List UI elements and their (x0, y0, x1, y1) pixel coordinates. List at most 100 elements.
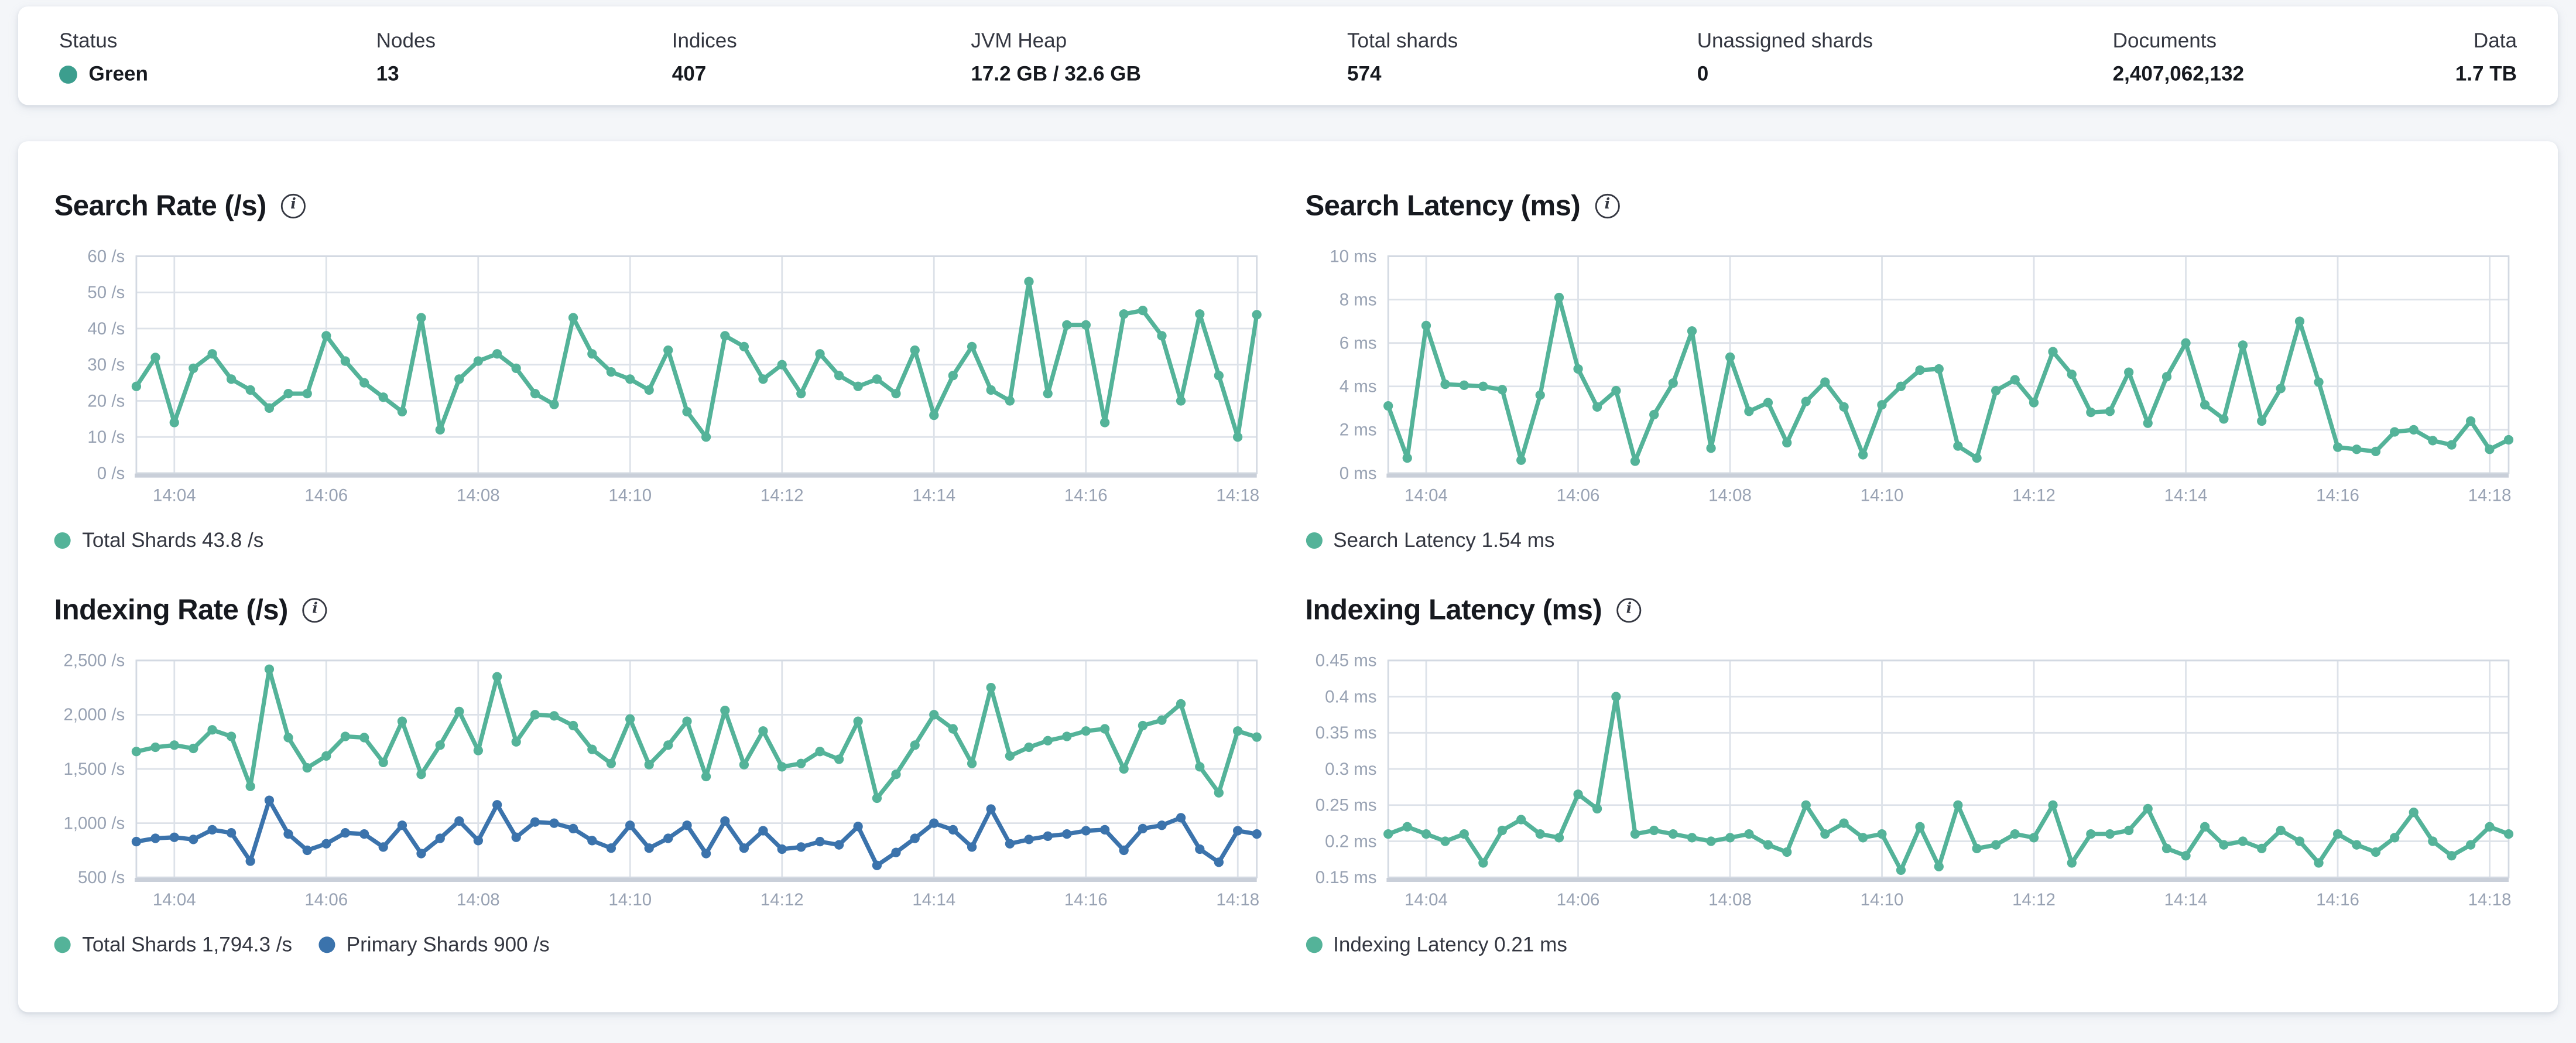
search-rate-plot[interactable]: 0 /s 10 /s 20 /s 30 /s 40 /s 50 /s 60 /s 14:04 1… (54, 244, 1270, 517)
x-tick-label: 14:12 (761, 891, 804, 910)
data-point (796, 843, 806, 853)
y-tick-label: 1,500 /s (63, 760, 125, 779)
data-point (701, 849, 711, 859)
x-tick-label: 14:16 (2315, 487, 2359, 506)
data-point (1800, 397, 1810, 407)
data-point (1458, 830, 1468, 840)
metric-value: 13 (376, 62, 399, 86)
metric-value: 1.7 TB (2455, 62, 2517, 86)
data-point (2370, 447, 2380, 457)
y-tick-label: 0.3 ms (1324, 760, 1376, 779)
data-point (1705, 837, 1715, 847)
data-point (891, 389, 901, 399)
data-point (929, 819, 939, 829)
data-point (739, 760, 749, 770)
data-point (1648, 826, 1658, 836)
data-point (492, 350, 502, 360)
x-tick-label: 14:04 (153, 487, 196, 506)
data-point (435, 834, 445, 844)
data-point (1743, 830, 1753, 840)
data-point (2123, 826, 2133, 836)
y-tick-label: 6 ms (1338, 334, 1376, 354)
data-point (245, 385, 255, 396)
x-tick-label: 14:10 (608, 487, 652, 506)
data-point (1762, 840, 1772, 850)
data-point (1705, 444, 1715, 454)
data-point (606, 759, 616, 769)
data-point (1838, 402, 1848, 413)
cluster-summary-bar: Status Green Nodes 13 Indices 407 JVM He… (18, 6, 2558, 106)
x-tick-label: 14:06 (1556, 487, 1599, 506)
cluster-overview-page: Status Green Nodes 13 Indices 407 JVM He… (0, 6, 2576, 1043)
x-tick-label: 14:14 (912, 891, 955, 910)
data-point (2275, 384, 2285, 394)
data-point (1838, 819, 1848, 829)
data-point (2066, 859, 2076, 868)
data-point (1420, 321, 1430, 331)
data-point (1119, 846, 1129, 856)
x-tick-label: 14:12 (2012, 487, 2055, 506)
metric-label: Status (59, 29, 118, 53)
data-point (131, 382, 142, 392)
x-tick-label: 14:06 (304, 891, 348, 910)
data-point (1232, 826, 1243, 836)
indexing-rate-plot[interactable]: 500 /s 1,000 /s 1,500 /s 2,000 /s 2,500 /s 14… (54, 648, 1270, 921)
data-point (1176, 813, 1186, 823)
data-point (1952, 801, 1962, 811)
chart-section-indexing-latency: Indexing Latency (ms) i 0.15 ms 0.2 ms 0.2… (1305, 579, 2522, 957)
y-tick-label: 0.45 ms (1314, 652, 1376, 671)
data-point (340, 732, 350, 742)
data-point (1402, 454, 1412, 464)
data-point (492, 672, 502, 682)
data-point (2427, 837, 2437, 847)
info-icon[interactable]: i (1595, 193, 1620, 218)
data-point (189, 835, 198, 845)
y-tick-label: 2 ms (1338, 421, 1376, 440)
data-point (150, 743, 160, 753)
data-point (1420, 830, 1430, 840)
data-point (340, 829, 350, 839)
data-point (340, 357, 350, 367)
data-point (416, 770, 426, 780)
data-point (435, 741, 445, 751)
data-point (169, 833, 179, 843)
info-icon[interactable]: i (1616, 597, 1642, 623)
data-point (1024, 277, 1034, 287)
data-point (853, 382, 863, 392)
indexing-latency-plot[interactable]: 0.15 ms 0.2 ms 0.25 ms 0.3 ms 0.35 ms 0.4 ms 0… (1305, 648, 2521, 921)
data-point (2066, 370, 2076, 380)
data-point (1971, 844, 1981, 854)
x-tick-label: 14:04 (1404, 891, 1447, 910)
legend: Total Shards 43.8 /s (54, 529, 1271, 553)
data-point (302, 389, 312, 399)
data-point (1232, 433, 1243, 443)
data-point (1534, 391, 1544, 401)
data-point (1195, 844, 1205, 855)
data-point (1515, 815, 1525, 825)
data-point (2085, 408, 2095, 418)
metric-label: Total shards (1347, 29, 1458, 53)
data-point (530, 818, 540, 827)
data-point (777, 762, 787, 772)
y-tick-label: 8 ms (1338, 290, 1376, 310)
data-point (1876, 401, 1886, 411)
data-point (929, 710, 939, 720)
data-point (1382, 830, 1392, 840)
data-point (1138, 721, 1148, 731)
data-point (1990, 386, 2000, 396)
search-latency-plot[interactable]: 0 ms 2 ms 4 ms 6 ms 8 ms 10 ms 14:04 14:06 14:08… (1305, 244, 2521, 517)
legend-dot (54, 937, 71, 954)
x-tick-label: 14:04 (153, 891, 196, 910)
metric-value: 407 (672, 62, 707, 86)
data-point (283, 830, 293, 840)
metrics-charts-card: Search Rate (/s) i 0 /s 10 /s 20 /s 30 /s 40… (18, 142, 2558, 1013)
data-point (2446, 440, 2456, 450)
info-icon[interactable]: i (303, 597, 328, 623)
info-icon[interactable]: i (281, 193, 306, 218)
data-point (967, 759, 977, 769)
y-tick-label: 0.2 ms (1324, 832, 1376, 852)
data-point (1667, 379, 1677, 389)
data-point (1933, 862, 1943, 872)
data-point (1971, 454, 1981, 464)
data-point (378, 758, 388, 768)
